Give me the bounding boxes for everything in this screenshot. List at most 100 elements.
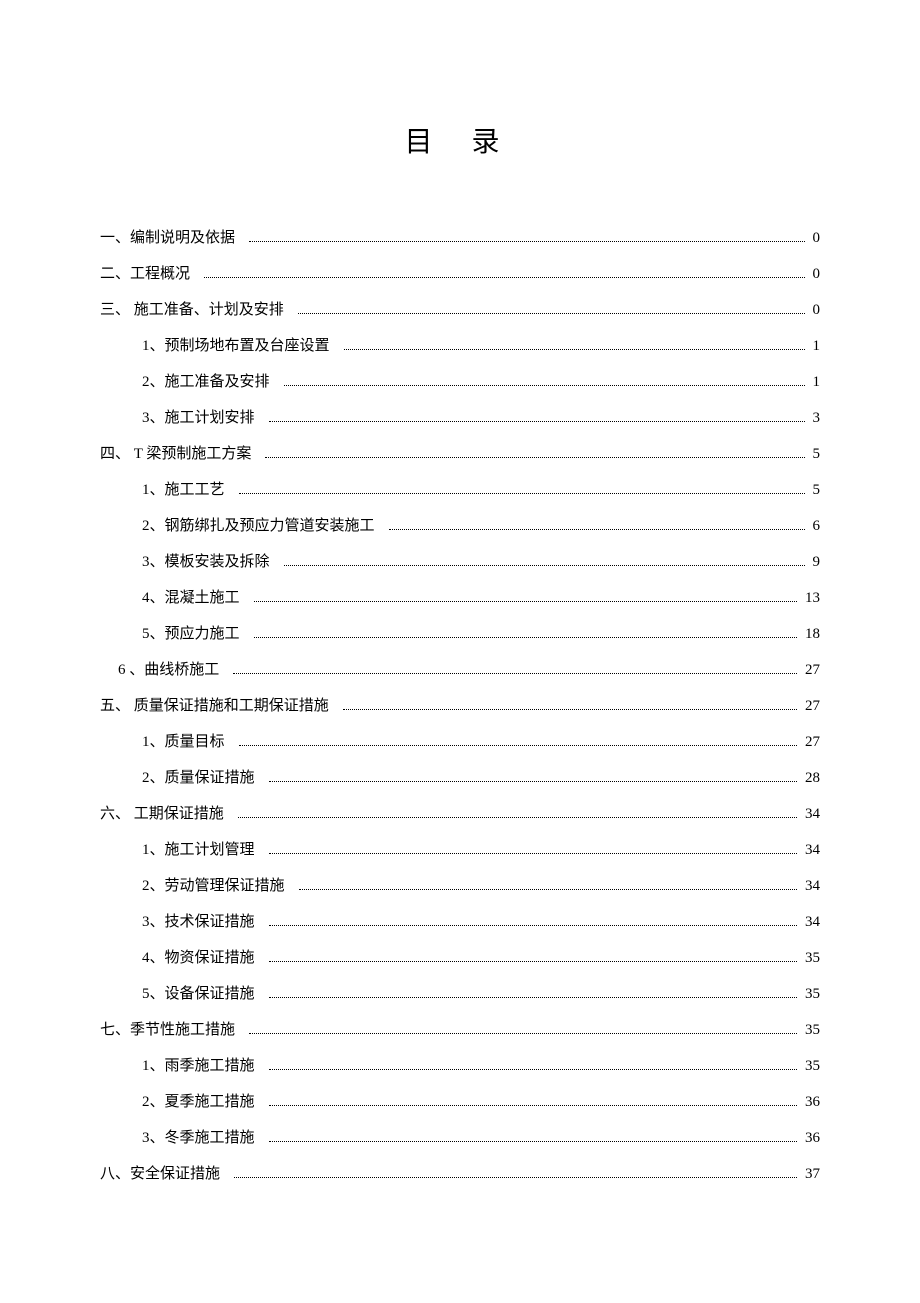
toc-dots: [299, 889, 797, 890]
toc-dots: [249, 241, 804, 242]
toc-dots: [254, 601, 797, 602]
toc-dots: [284, 565, 805, 566]
toc-entry: 6 、曲线桥施工 27: [100, 652, 820, 688]
toc-label: 2、钢筋绑扎及预应力管道安装施工: [142, 508, 385, 544]
toc-page-number: 27: [801, 652, 820, 688]
toc-dots: [204, 277, 804, 278]
toc-label: 4、混凝土施工: [142, 580, 250, 616]
toc-page-number: 28: [801, 760, 820, 796]
toc-entry: 5、预应力施工 18: [100, 616, 820, 652]
toc-dots: [269, 961, 797, 962]
toc-dots: [269, 1141, 797, 1142]
toc-label: 5、设备保证措施: [142, 976, 265, 1012]
toc-page-number: 5: [809, 472, 821, 508]
toc-label: 二、工程概况: [100, 256, 200, 292]
toc-label: 1、施工工艺: [142, 472, 235, 508]
toc-entry: 1、质量目标 27: [100, 724, 820, 760]
toc-entry: 2、劳动管理保证措施34: [100, 868, 820, 904]
toc-label: 2、质量保证措施: [142, 760, 265, 796]
toc-entry: 4、混凝土施工13: [100, 580, 820, 616]
toc-page-number: 18: [801, 616, 820, 652]
page-title: 目 录: [100, 120, 820, 160]
toc-entry: 1、预制场地布置及台座设置 1: [100, 328, 820, 364]
toc-entry: 3、冬季施工措施 36: [100, 1120, 820, 1156]
toc-label: 1、质量目标: [142, 724, 235, 760]
toc-label: 三、 施工准备、计划及安排: [100, 292, 294, 328]
toc-page-number: 34: [801, 796, 820, 832]
toc-page-number: 35: [801, 976, 820, 1012]
toc-page-number: 36: [801, 1120, 820, 1156]
toc-label: 1、预制场地布置及台座设置: [142, 328, 340, 364]
toc-dots: [269, 421, 805, 422]
toc-dots: [298, 313, 805, 314]
toc-label: 六、 工期保证措施: [100, 796, 234, 832]
toc-entry: 2、施工准备及安排 1: [100, 364, 820, 400]
toc-entry: 三、 施工准备、计划及安排 0: [100, 292, 820, 328]
toc-label: 5、预应力施工: [142, 616, 250, 652]
toc-dots: [389, 529, 805, 530]
toc-entry: 五、 质量保证措施和工期保证措施27: [100, 688, 820, 724]
toc-dots: [254, 637, 797, 638]
toc-dots: [239, 745, 797, 746]
toc-label: 1、施工计划管理: [142, 832, 265, 868]
toc-entry: 3、模板安装及拆除9: [100, 544, 820, 580]
toc-entry: 3、施工计划安排 3: [100, 400, 820, 436]
toc-page-number: 35: [801, 1012, 820, 1048]
toc-list: 一、编制说明及依据0二、工程概况0三、 施工准备、计划及安排01、预制场地布置及…: [100, 220, 820, 1192]
toc-dots: [343, 709, 797, 710]
toc-dots: [238, 817, 797, 818]
toc-dots: [249, 1033, 797, 1034]
toc-dots: [344, 349, 805, 350]
toc-dots: [269, 853, 797, 854]
toc-entry: 一、编制说明及依据 0: [100, 220, 820, 256]
toc-entry: 2、钢筋绑扎及预应力管道安装施工 6: [100, 508, 820, 544]
toc-page-number: 3: [809, 400, 821, 436]
toc-label: 一、编制说明及依据: [100, 220, 245, 256]
toc-page-number: 34: [801, 832, 820, 868]
toc-page-number: 0: [809, 292, 821, 328]
toc-label: 四、 T 梁预制施工方案: [100, 436, 261, 472]
toc-page-number: 6: [809, 508, 821, 544]
toc-dots: [284, 385, 805, 386]
toc-page-number: 1: [809, 364, 821, 400]
toc-label: 七、季节性施工措施: [100, 1012, 245, 1048]
toc-label: 3、施工计划安排: [142, 400, 265, 436]
toc-page-number: 1: [809, 328, 821, 364]
toc-entry: 四、 T 梁预制施工方案5: [100, 436, 820, 472]
toc-page-number: 36: [801, 1084, 820, 1120]
toc-dots: [269, 781, 797, 782]
toc-entry: 八、安全保证措施 37: [100, 1156, 820, 1192]
toc-label: 4、物资保证措施: [142, 940, 265, 976]
toc-dots: [233, 673, 797, 674]
toc-label: 3、模板安装及拆除: [142, 544, 280, 580]
toc-label: 2、施工准备及安排: [142, 364, 280, 400]
toc-entry: 2、夏季施工措施 36: [100, 1084, 820, 1120]
toc-page-number: 37: [801, 1156, 820, 1192]
toc-label: 五、 质量保证措施和工期保证措施: [100, 688, 339, 724]
toc-page-number: 27: [801, 724, 820, 760]
toc-dots: [239, 493, 805, 494]
toc-page-number: 0: [809, 256, 821, 292]
toc-dots: [269, 925, 797, 926]
toc-entry: 3、技术保证措施34: [100, 904, 820, 940]
toc-page-number: 0: [809, 220, 821, 256]
toc-label: 3、冬季施工措施: [142, 1120, 265, 1156]
toc-label: 1、雨季施工措施: [142, 1048, 265, 1084]
toc-dots: [269, 997, 797, 998]
toc-dots: [265, 457, 804, 458]
toc-dots: [269, 1105, 797, 1106]
toc-dots: [234, 1177, 797, 1178]
toc-entry: 六、 工期保证措施 34: [100, 796, 820, 832]
toc-label: 八、安全保证措施: [100, 1156, 230, 1192]
toc-page-number: 35: [801, 1048, 820, 1084]
toc-label: 2、夏季施工措施: [142, 1084, 265, 1120]
toc-label: 6 、曲线桥施工: [118, 652, 229, 688]
toc-entry: 七、季节性施工措施 35: [100, 1012, 820, 1048]
toc-label: 3、技术保证措施: [142, 904, 265, 940]
toc-dots: [269, 1069, 797, 1070]
toc-entry: 二、工程概况 0: [100, 256, 820, 292]
toc-entry: 1、雨季施工措施 35: [100, 1048, 820, 1084]
toc-page-number: 35: [801, 940, 820, 976]
toc-page-number: 34: [801, 868, 820, 904]
toc-entry: 2、质量保证措施 28: [100, 760, 820, 796]
